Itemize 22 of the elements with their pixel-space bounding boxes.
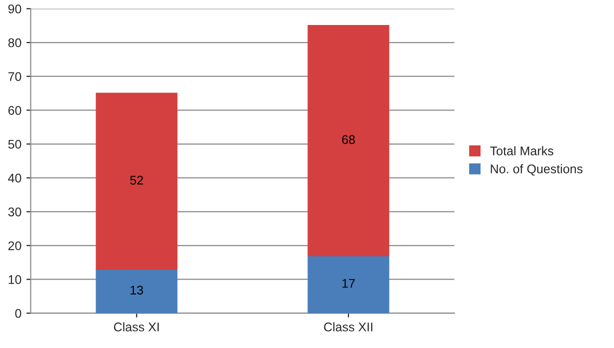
data-label: 17 <box>342 279 355 288</box>
data-label: 52 <box>130 176 143 185</box>
y-tick-label: 90 <box>8 4 22 14</box>
data-label: 68 <box>342 135 355 144</box>
y-tick-label: 30 <box>8 208 22 216</box>
y-tick-label: 20 <box>8 241 22 250</box>
bar <box>96 268 178 314</box>
y-tick-label: 60 <box>8 106 22 115</box>
legend-label: Total Marks <box>490 146 554 156</box>
y-tick-label: 40 <box>8 174 22 183</box>
y-tick-label: 80 <box>8 38 22 48</box>
y-tick-label: 0 <box>15 309 22 318</box>
x-tick-label: Class XI <box>114 322 159 332</box>
bar <box>96 92 178 270</box>
data-label: 13 <box>130 286 144 295</box>
y-tick-label: 50 <box>8 140 22 149</box>
bar <box>308 25 390 256</box>
y-tick-label: 70 <box>8 72 22 82</box>
y-tick-label: 10 <box>8 275 22 284</box>
x-tick-label: Class XII <box>324 322 372 332</box>
legend-label: No. of Questions <box>490 164 582 176</box>
bar <box>308 255 390 314</box>
